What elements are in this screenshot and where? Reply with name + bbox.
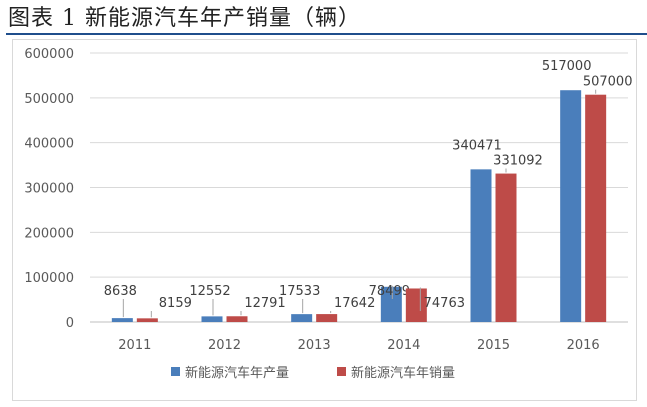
bar-sales	[585, 94, 607, 322]
chart-frame	[12, 39, 637, 401]
bar-production	[470, 169, 492, 322]
x-tick-label: 2016	[567, 338, 600, 353]
data-label: 507000	[583, 75, 633, 90]
data-label: 12791	[244, 296, 285, 311]
bar-production	[291, 314, 313, 322]
y-tick-label: 300000	[24, 182, 74, 197]
data-label: 8159	[159, 296, 192, 311]
bar-production	[201, 316, 223, 322]
legend-swatch	[337, 367, 346, 376]
legend-label: 新能源汽车年产量	[185, 365, 289, 381]
y-tick-label: 200000	[24, 226, 74, 241]
data-label: 8638	[104, 284, 137, 299]
y-tick-label: 100000	[24, 271, 74, 286]
bar-sales	[316, 314, 338, 322]
data-label: 74763	[424, 296, 465, 311]
data-label: 331092	[493, 154, 543, 169]
x-tick-label: 2012	[208, 338, 241, 353]
title-underline	[6, 33, 647, 35]
x-tick-label: 2015	[477, 338, 510, 353]
data-label: 78499	[369, 284, 410, 299]
y-tick-label: 600000	[24, 47, 74, 62]
x-tick-label: 2013	[298, 338, 331, 353]
bar-production	[380, 286, 402, 322]
bar-production	[560, 90, 582, 322]
figure-title: 图表 1 新能源汽车年产销量（辆）	[8, 6, 361, 31]
data-label: 340471	[452, 138, 502, 153]
legend-label: 新能源汽车年销量	[351, 365, 455, 381]
y-tick-label: 400000	[24, 137, 74, 152]
bar-production	[111, 318, 133, 322]
bar-sales	[405, 288, 427, 322]
legend-swatch	[171, 367, 180, 376]
data-label: 517000	[542, 59, 592, 74]
data-label: 17642	[334, 296, 375, 311]
bar-sales	[136, 318, 158, 322]
y-tick-label: 0	[66, 316, 74, 331]
data-label: 12552	[189, 284, 230, 299]
bar-sales	[495, 173, 517, 322]
y-tick-label: 500000	[24, 92, 74, 107]
data-label: 17533	[279, 284, 320, 299]
x-tick-label: 2014	[387, 338, 420, 353]
x-tick-label: 2011	[118, 338, 151, 353]
bar-sales	[226, 316, 248, 322]
